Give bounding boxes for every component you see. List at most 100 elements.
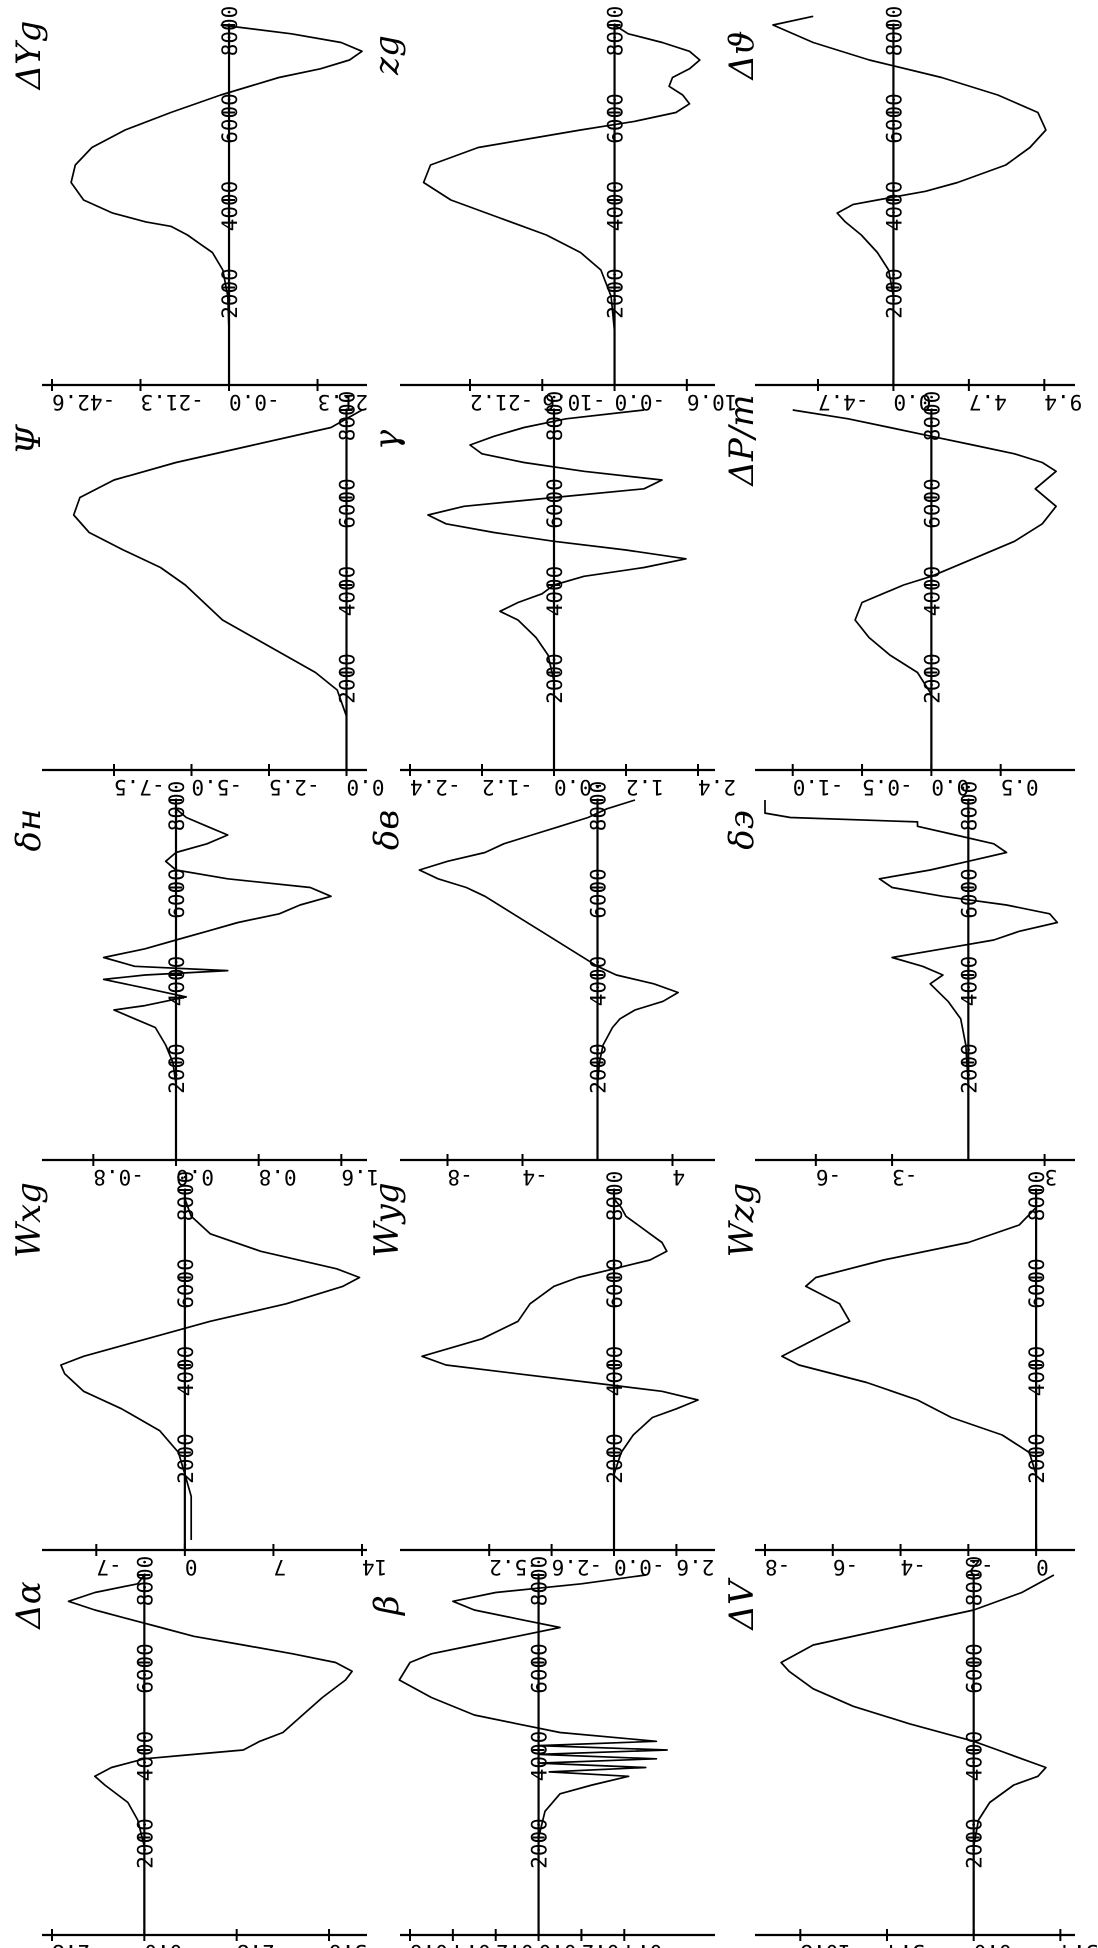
x-tick-label: 4000 [604,181,628,232]
y-axis-label: ΔV [722,1577,762,1632]
x-tick-label: 4000 [920,566,944,617]
series-line-0 [764,800,1059,1150]
x-tick-label: 4000 [1025,1346,1049,1397]
series-line-0 [422,24,701,375]
y-tick-label: 0.0 [539,1940,577,1948]
y-tick-label: 3 [1045,1165,1058,1189]
y-tick-label: -4 [523,1165,548,1189]
y-axis-label: ΔYg [9,21,49,92]
y-tick-label: -5.4 [887,1940,938,1948]
y-tick-label: -3 [892,1165,917,1189]
x-tick-label: 6000 [963,1643,987,1694]
y-tick-label: 5.4 [1060,1940,1098,1948]
series-line-0 [792,409,1057,760]
y-tick-label: 0.0 [893,390,931,414]
y-tick-label: 0.2 [581,1940,619,1948]
series-line-0 [67,1574,353,1925]
x-tick-label: 6000 [604,93,628,144]
x-tick-label: 8000 [1025,1171,1049,1222]
x-tick-label: 8000 [133,1556,157,1607]
y-tick-label: 14 [362,1555,387,1579]
y-tick-label: -0.2 [496,1940,547,1948]
y-tick-label: -7.5 [114,775,165,799]
panel-12: 2000 4000 6000 8000 3 -3 -6 δэ [722,781,1075,1189]
y-tick-label: 2.6 [676,1555,714,1579]
y-axis-label: δн [9,809,49,852]
series-line-0 [780,1574,1055,1925]
series-line-0 [70,24,363,375]
y-axis-label: δв [367,810,407,850]
y-tick-label: 4 [673,1165,686,1189]
y-tick-label: 0.5 [1001,775,1039,799]
x-tick-label: 6000 [133,1643,157,1694]
x-tick-label: 6000 [174,1258,198,1309]
y-tick-label: -0.5 [862,775,913,799]
y-tick-label: 0.4 [624,1940,662,1948]
x-tick-label: 2000 [528,1818,552,1869]
y-tick-label: -10.8 [800,1940,863,1948]
y-tick-label: -0.4 [453,1940,504,1948]
y-tick-label: -2.6 [552,1555,603,1579]
y-axis-label: δэ [722,810,762,850]
y-tick-label: -0.6 [410,1940,461,1948]
x-tick-label: 8000 [174,1171,198,1222]
series-line-0 [418,799,679,1150]
x-tick-label: 8000 [587,781,611,832]
y-tick-label: -0.0 [614,1555,665,1579]
y-tick-label: -6 [816,1165,841,1189]
y-tick-label: 4.7 [969,390,1007,414]
y-axis-label: zg [367,35,407,76]
x-tick-label: 6000 [336,478,360,529]
y-tick-label: -42.6 [52,390,115,414]
y-tick-label: 7 [273,1555,286,1579]
x-tick-label: 4000 [963,1731,987,1782]
series-line-0 [398,1574,668,1925]
x-tick-label: 2000 [603,1433,627,1484]
panel-4: 2000 4000 6000 8000 5.6 2.8 0.0 -2.8 Δα [9,1556,367,1948]
panel-10: 2000 4000 6000 8000 9.4 4.7 0.0 -4.7 Δϑ [722,6,1082,414]
y-axis-label: γ [367,429,407,450]
y-axis-label: Wzg [722,1183,762,1258]
y-tick-label: 0.0 [974,1940,1012,1948]
y-tick-label: -21.2 [470,390,533,414]
y-tick-label: -1.0 [793,775,844,799]
x-tick-label: 6000 [957,868,981,919]
x-tick-label: 6000 [543,478,567,529]
y-tick-label: -4.7 [818,390,869,414]
x-tick-label: 2000 [1025,1433,1049,1484]
x-tick-label: 2000 [133,1818,157,1869]
x-tick-label: 2000 [957,1043,981,1094]
y-tick-label: -7 [96,1555,121,1579]
y-axis-label: Wxg [9,1182,49,1258]
x-tick-label: 8000 [336,391,360,442]
x-tick-label: 2000 [882,268,906,319]
y-axis-label: β [367,1595,407,1617]
y-tick-label: 1.2 [626,775,664,799]
y-tick-label: 0.8 [259,1165,297,1189]
x-tick-label: 8000 [963,1556,987,1607]
y-axis-label: Δα [9,1581,49,1631]
x-tick-label: 4000 [336,566,360,617]
y-tick-label: 2.4 [698,775,736,799]
y-tick-label: -2.4 [410,775,461,799]
x-tick-label: 4000 [218,181,242,232]
y-axis-label: ΔP/m [722,394,762,487]
x-tick-label: 8000 [165,781,189,832]
x-tick-label: 4000 [528,1731,552,1782]
panel-11: 2000 4000 6000 8000 0.5 0.0 -0.5 -1.0 ΔP/m [722,391,1075,799]
panel-14: 20004000600080005.40.0-5.4-10.8ΔV [722,1556,1098,1948]
x-tick-label: 4000 [174,1346,198,1397]
y-tick-label: -0.0 [554,775,605,799]
y-tick-label: 0.0 [144,1940,182,1948]
series-line-0 [72,409,363,760]
x-tick-label: 6000 [1025,1258,1049,1309]
y-tick-label: -4 [901,1555,926,1579]
